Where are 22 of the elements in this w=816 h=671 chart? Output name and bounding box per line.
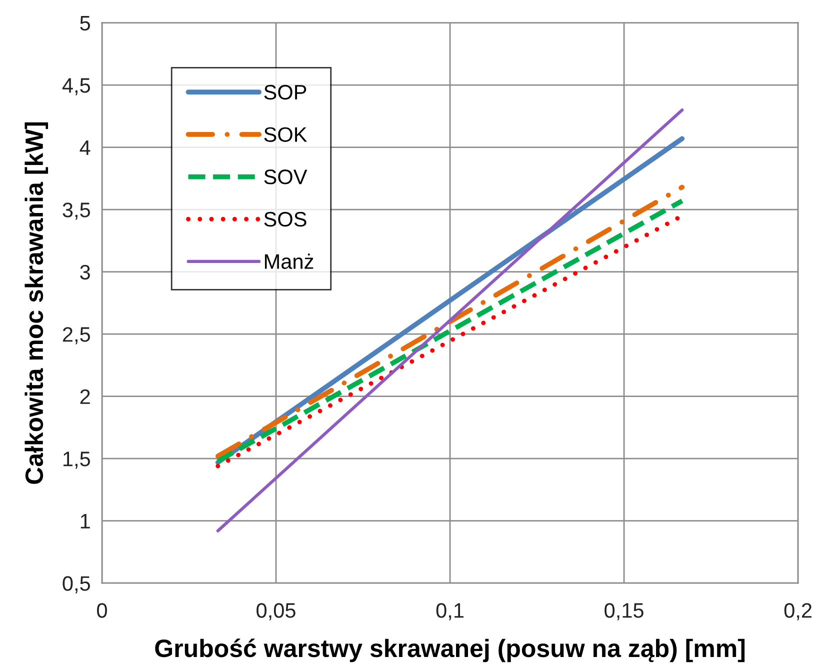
x-tick-label: 0,1 [436,603,464,620]
x-tick-label: 0,2 [784,603,812,620]
x-tick-label: 0,15 [604,603,644,620]
y-axis-title: Całkowita moc skrawania [kW] [24,122,48,484]
x-tick-label: 0,05 [256,603,296,620]
y-tick-label: 0,5 [62,576,90,594]
y-tick-label: 4,5 [62,78,90,96]
y-tick-label: 3 [80,264,90,280]
legend-label: SOS [264,212,306,227]
legend-label: SOK [264,127,308,142]
y-tick-label: 2,5 [62,327,90,344]
y-tick-label: 1,5 [64,452,90,469]
x-tick-label: 0 [97,603,107,618]
y-tick-label: 4 [80,140,90,155]
y-tick-label: 5 [80,16,90,31]
y-tick-label: 3,5 [62,202,90,220]
legend-label: SOV [264,170,308,184]
legend-label: Manż [264,254,314,269]
x-axis-title: Grubość warstwy skrawanej (posuw na ząb) [mm] [155,638,745,662]
y-tick-label: 2 [80,389,90,404]
legend-label: SOP [264,84,306,100]
y-tick-label: 1 [80,514,90,528]
